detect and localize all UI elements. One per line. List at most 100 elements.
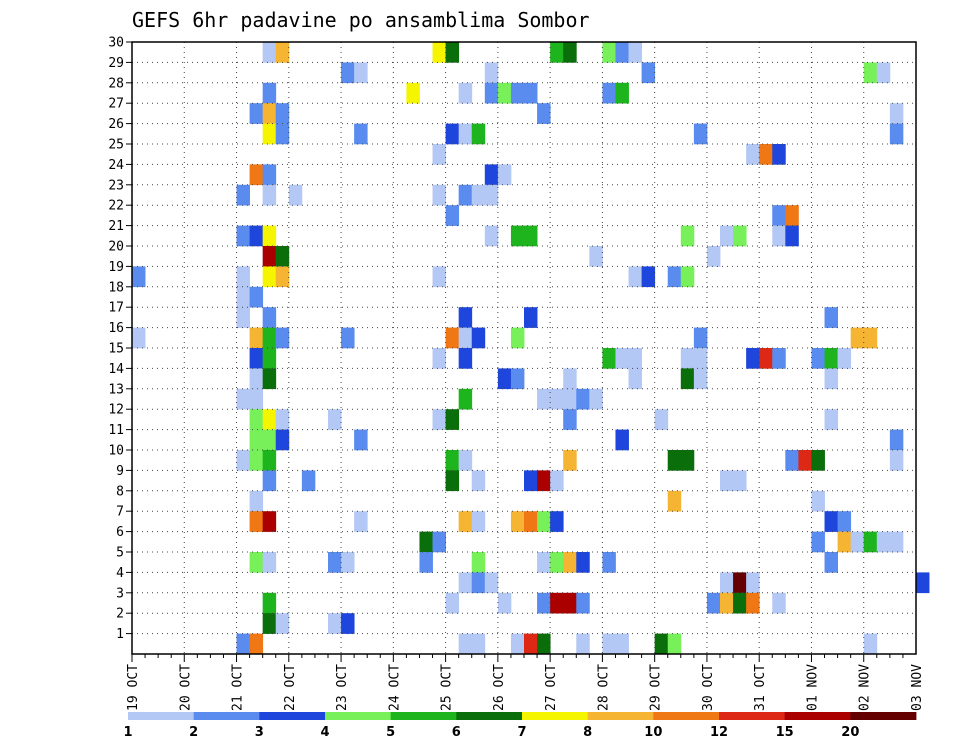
heatmap-cells — [132, 42, 930, 655]
heatmap-cell — [262, 307, 277, 328]
heatmap-cell — [772, 592, 786, 614]
heatmap-cell — [537, 511, 551, 532]
x-tick-label: 25 OCT — [440, 664, 455, 711]
x-tick-label: 20 OCT — [178, 664, 193, 711]
heatmap-cell — [654, 633, 669, 655]
heatmap-cell — [445, 409, 460, 430]
heatmap-cell — [550, 511, 564, 532]
heatmap-cell — [249, 368, 264, 390]
heatmap-cell — [249, 286, 264, 308]
colorbar-swatch — [784, 712, 851, 720]
heatmap-cell — [537, 633, 551, 655]
heatmap-cell — [524, 511, 538, 532]
heatmap-cell — [484, 184, 499, 206]
heatmap-cell — [615, 348, 629, 369]
heatmap-cell — [262, 613, 277, 634]
heatmap-cell — [772, 225, 786, 247]
heatmap-cell — [236, 307, 250, 328]
heatmap-cell — [236, 450, 250, 471]
y-tick-label: 20 — [108, 240, 124, 255]
heatmap-cell — [458, 633, 473, 655]
heatmap-cell — [328, 552, 342, 573]
y-tick-label: 17 — [108, 301, 124, 316]
x-tick-label: 02 NOV — [858, 664, 873, 711]
heatmap-cell — [628, 368, 642, 390]
heatmap-cell — [275, 613, 290, 634]
heatmap-cell — [458, 82, 473, 104]
heatmap-cell — [563, 42, 577, 63]
x-tick-label: 31 OCT — [753, 664, 768, 711]
heatmap-cell — [720, 225, 734, 247]
heatmap-cell — [445, 470, 460, 492]
heatmap-cell — [419, 552, 433, 573]
heatmap-cell — [693, 348, 708, 369]
heatmap-cell — [602, 552, 616, 573]
x-tick-label: 27 OCT — [544, 664, 559, 711]
y-axis: 1234567891011121314151617181920212223242… — [108, 36, 132, 642]
x-tick-label: 03 NOV — [910, 664, 925, 711]
colorbar-swatch — [128, 712, 195, 720]
heatmap-cell — [262, 511, 277, 532]
heatmap-cell — [458, 307, 473, 328]
heatmap-cell — [445, 450, 460, 471]
heatmap-cell — [132, 327, 146, 349]
heatmap-cell — [824, 348, 838, 369]
heatmap-cell — [524, 633, 538, 655]
heatmap-cell — [249, 327, 264, 349]
heatmap-cell — [680, 450, 695, 471]
heatmap-cell — [341, 327, 355, 349]
y-tick-label: 5 — [116, 546, 124, 561]
heatmap-cell — [328, 613, 342, 634]
x-tick-label: 29 OCT — [649, 664, 664, 711]
heatmap-cell — [524, 225, 538, 247]
heatmap-cell — [615, 633, 629, 655]
heatmap-cell — [249, 225, 264, 247]
heatmap-cell — [236, 184, 250, 206]
heatmap-cell — [484, 82, 499, 104]
heatmap-cell — [262, 552, 277, 573]
heatmap-cell — [798, 450, 812, 471]
heatmap-cell — [824, 511, 838, 532]
heatmap-cell — [458, 511, 473, 532]
heatmap-cell — [537, 103, 551, 124]
heatmap-cell — [354, 429, 368, 451]
heatmap-cell — [785, 205, 799, 226]
heatmap-cell — [563, 368, 577, 390]
y-tick-label: 15 — [108, 342, 124, 357]
heatmap-cell — [262, 266, 277, 288]
heatmap-cell — [288, 184, 303, 206]
heatmap-cell — [680, 348, 695, 369]
heatmap-cell — [524, 82, 538, 104]
heatmap-cell — [471, 327, 486, 349]
heatmap-cell — [445, 592, 460, 614]
heatmap-cell — [432, 531, 446, 553]
heatmap-cell — [759, 144, 773, 165]
heatmap-cell — [720, 572, 734, 594]
colorbar-label: 2 — [189, 725, 198, 740]
heatmap-cell — [249, 633, 264, 655]
grid-lines — [132, 42, 916, 654]
heatmap-cell — [693, 123, 708, 145]
heatmap-cell — [563, 450, 577, 471]
heatmap-cell — [484, 225, 499, 247]
heatmap-cell — [432, 409, 446, 430]
heatmap-cell — [733, 572, 747, 594]
heatmap-cell — [550, 552, 564, 573]
heatmap-cell — [275, 266, 290, 288]
heatmap-cell — [249, 388, 264, 410]
heatmap-cell — [641, 266, 656, 288]
heatmap-cell — [510, 225, 525, 247]
heatmap-cell — [680, 368, 695, 390]
heatmap-cell — [341, 552, 355, 573]
heatmap-cell — [497, 592, 512, 614]
heatmap-cell — [576, 388, 590, 410]
heatmap-cell — [628, 348, 642, 369]
x-tick-label: 01 NOV — [805, 664, 820, 711]
y-tick-label: 30 — [108, 36, 124, 51]
colorbar-label: 4 — [320, 725, 329, 740]
heatmap-cell — [275, 429, 290, 451]
y-tick-label: 18 — [108, 280, 124, 295]
heatmap-cell — [445, 205, 460, 226]
heatmap-cell — [720, 470, 734, 492]
x-axis: 19 OCT 20 OCT 21 OCT 22 OCT 23 OCT 24 OCT 25 O… — [126, 654, 925, 711]
